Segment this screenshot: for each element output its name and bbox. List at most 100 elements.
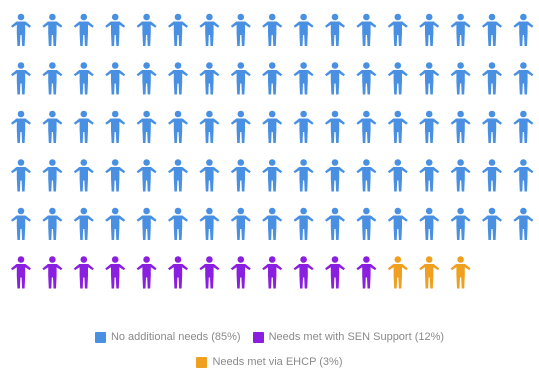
person-icon bbox=[136, 110, 157, 143]
pictogram-chart bbox=[11, 13, 534, 289]
person-icon bbox=[387, 159, 408, 192]
person-icon bbox=[325, 207, 345, 240]
person-icon bbox=[73, 13, 94, 46]
person-icon bbox=[168, 159, 188, 192]
person-icon bbox=[136, 13, 157, 46]
person-icon bbox=[73, 207, 94, 240]
person-icon bbox=[387, 110, 408, 143]
person-icon bbox=[199, 62, 220, 95]
person-icon bbox=[73, 62, 94, 95]
person-icon bbox=[73, 159, 94, 192]
legend-item-sen-support[interactable]: Needs met with SEN Support (12%) bbox=[252, 331, 444, 343]
person-icon bbox=[419, 159, 440, 192]
legend-item-no-additional-needs[interactable]: No additional needs (85%) bbox=[94, 331, 241, 343]
person-icon bbox=[42, 110, 63, 143]
person-icon bbox=[168, 207, 188, 240]
person-icon bbox=[136, 207, 157, 240]
person-icon bbox=[325, 13, 345, 46]
person-icon bbox=[42, 159, 63, 192]
person-icon bbox=[105, 110, 126, 143]
person-icon bbox=[230, 110, 251, 143]
person-icon bbox=[73, 256, 94, 289]
person-icon bbox=[356, 110, 377, 143]
person-icon bbox=[230, 159, 251, 192]
legend-label: Needs met via EHCP (3%) bbox=[212, 356, 343, 368]
person-icon bbox=[513, 159, 534, 192]
person-icon bbox=[136, 62, 157, 95]
legend-row-2: Needs met via EHCP (3%) bbox=[0, 356, 539, 368]
person-icon bbox=[230, 13, 251, 46]
person-icon bbox=[262, 110, 283, 143]
person-icon bbox=[105, 159, 126, 192]
person-icon bbox=[356, 159, 377, 192]
person-icon bbox=[482, 110, 502, 143]
person-icon bbox=[105, 62, 126, 95]
person-icon bbox=[262, 207, 283, 240]
person-icon bbox=[262, 13, 283, 46]
person-icon bbox=[293, 256, 314, 289]
person-icon bbox=[513, 13, 534, 46]
person-icon bbox=[230, 62, 251, 95]
person-icon bbox=[105, 207, 126, 240]
person-icon bbox=[168, 62, 188, 95]
person-icon bbox=[293, 110, 314, 143]
person-icon bbox=[11, 13, 31, 46]
person-icon bbox=[482, 62, 502, 95]
legend-item-ehcp[interactable]: Needs met via EHCP (3%) bbox=[196, 356, 343, 368]
person-icon bbox=[482, 13, 502, 46]
person-icon bbox=[513, 110, 534, 143]
person-icon bbox=[325, 256, 345, 289]
person-icon bbox=[42, 256, 63, 289]
person-icon bbox=[42, 62, 63, 95]
person-icon bbox=[450, 110, 471, 143]
person-icon bbox=[136, 159, 157, 192]
person-icon bbox=[293, 207, 314, 240]
person-icon bbox=[262, 256, 283, 289]
person-icon bbox=[11, 159, 31, 192]
person-icon bbox=[262, 62, 283, 95]
legend-label: No additional needs (85%) bbox=[110, 331, 241, 343]
person-icon bbox=[419, 207, 440, 240]
legend-row-1: No additional needs (85%) Needs met with… bbox=[0, 331, 539, 343]
person-icon bbox=[356, 62, 377, 95]
person-icon bbox=[293, 13, 314, 46]
person-icon bbox=[387, 13, 408, 46]
person-icon bbox=[325, 62, 345, 95]
person-icon bbox=[419, 13, 440, 46]
legend-swatch bbox=[252, 331, 264, 343]
person-icon bbox=[168, 256, 188, 289]
person-icon bbox=[450, 62, 471, 95]
person-icon bbox=[42, 207, 63, 240]
person-icon bbox=[513, 62, 534, 95]
person-icon bbox=[293, 62, 314, 95]
person-icon bbox=[11, 207, 31, 240]
person-icon bbox=[450, 13, 471, 46]
person-icon bbox=[105, 13, 126, 46]
person-icon bbox=[262, 159, 283, 192]
person-icon bbox=[230, 207, 251, 240]
person-icon bbox=[450, 207, 471, 240]
person-icon bbox=[168, 110, 188, 143]
person-icon bbox=[482, 159, 502, 192]
person-icon bbox=[419, 110, 440, 143]
person-icon bbox=[387, 62, 408, 95]
person-icon bbox=[513, 207, 534, 240]
person-icon bbox=[450, 256, 471, 289]
person-icon bbox=[482, 207, 502, 240]
person-icon bbox=[199, 159, 220, 192]
person-icon bbox=[356, 256, 377, 289]
person-icon bbox=[325, 110, 345, 143]
person-icon bbox=[325, 159, 345, 192]
person-icon bbox=[199, 13, 220, 46]
person-icon bbox=[11, 62, 31, 95]
person-icon bbox=[356, 207, 377, 240]
person-icon bbox=[419, 256, 440, 289]
legend-swatch bbox=[94, 331, 106, 343]
legend-swatch bbox=[196, 356, 208, 368]
person-icon bbox=[199, 256, 220, 289]
person-icon bbox=[168, 13, 188, 46]
person-icon bbox=[387, 256, 408, 289]
person-icon bbox=[199, 207, 220, 240]
person-icon bbox=[73, 110, 94, 143]
person-icon bbox=[11, 110, 31, 143]
